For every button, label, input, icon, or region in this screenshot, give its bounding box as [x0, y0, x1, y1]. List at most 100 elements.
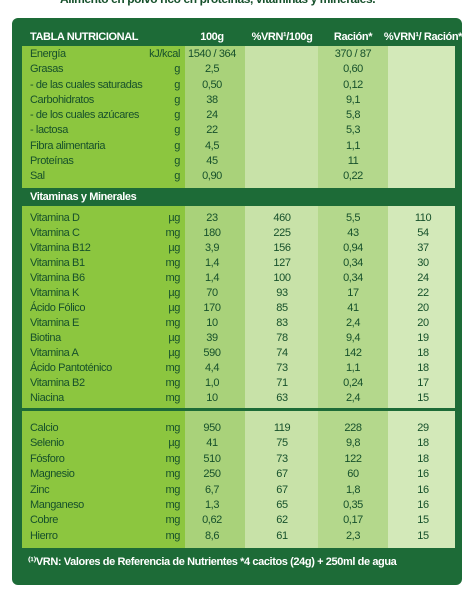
unit: µg: [168, 347, 180, 359]
cell: 8,6: [204, 529, 220, 542]
cell: 2,4: [345, 392, 361, 404]
cell: 460: [273, 212, 291, 224]
cell: 23: [206, 212, 218, 224]
cell: 78: [276, 332, 288, 344]
cell: 38: [206, 93, 218, 106]
row-label: - lactosa: [30, 124, 68, 137]
cell: 2,3: [345, 529, 361, 542]
row-label: Grasas: [30, 63, 64, 76]
cell: 370 / 87: [334, 48, 372, 60]
unit: µg: [168, 437, 180, 450]
row-label: Fibra alimentaria: [30, 139, 106, 152]
unit: µg: [168, 212, 180, 224]
cell: 24: [206, 109, 218, 121]
unit: mg: [165, 499, 181, 511]
cell: 0,17: [343, 514, 363, 527]
cell: 54: [417, 227, 429, 239]
cell: 16: [417, 483, 429, 496]
cell: 127: [273, 257, 291, 269]
section-band: [22, 188, 455, 206]
cell: 5,5: [345, 212, 361, 224]
subtitle: Alimento en polvo rico en proteínas, vit…: [60, 0, 376, 6]
cell: 17: [347, 287, 359, 299]
column-header: 100g: [200, 31, 224, 43]
column-header: %VRN¹/100g: [251, 31, 313, 43]
row-label: Manganeso: [30, 499, 84, 511]
unit: mg: [165, 392, 181, 404]
row-label: Carbohidratos: [30, 93, 94, 106]
cell: 20: [417, 317, 429, 329]
unit: mg: [165, 422, 181, 434]
cell: 41: [347, 302, 359, 314]
unit: g: [174, 154, 180, 167]
row-label: Vitamina B6: [30, 272, 85, 284]
row-label: Magnesio: [30, 468, 75, 481]
row-label: Fósforo: [30, 452, 65, 465]
row-label: Vitamina E: [30, 317, 79, 329]
cell: 1,1: [345, 362, 361, 374]
row-label: Sal: [30, 170, 45, 182]
cell: 74: [276, 347, 288, 359]
cell: 119: [273, 422, 291, 434]
unit: µg: [168, 332, 180, 344]
section-title: Vitaminas y Minerales: [30, 191, 137, 203]
cell: 122: [344, 452, 362, 465]
cell: 250: [203, 468, 221, 481]
cell: 20: [417, 302, 429, 314]
cell: 1,3: [204, 499, 220, 511]
row-label: Energía: [30, 48, 66, 60]
divider: [22, 408, 455, 411]
cell: 2,5: [204, 63, 220, 76]
cell: 18: [417, 437, 429, 450]
band: [185, 28, 245, 548]
cell: 100: [273, 272, 291, 284]
cell: 9,4: [345, 332, 361, 344]
row-label: Vitamina B1: [30, 257, 85, 269]
cell: 9,8: [345, 437, 361, 450]
cell: 5,3: [345, 124, 361, 137]
cell: 24: [417, 272, 429, 284]
unit: mg: [165, 317, 181, 329]
column-header: TABLA NUTRICIONAL: [30, 31, 139, 43]
cell: 1,8: [345, 483, 361, 496]
cell: 18: [417, 362, 429, 374]
cell: 1,0: [204, 377, 220, 389]
cell: 3,9: [204, 242, 220, 254]
row-label: Ácido Fólico: [30, 302, 86, 314]
cell: 142: [344, 347, 362, 359]
cell: 73: [276, 362, 288, 374]
unit: mg: [165, 514, 181, 527]
unit: g: [174, 124, 180, 137]
row-label: Biotina: [30, 332, 61, 344]
unit: µg: [168, 287, 180, 299]
row-label: Proteínas: [30, 154, 74, 167]
cell: 0,24: [343, 377, 363, 389]
cell: 10: [206, 392, 218, 404]
cell: 60: [347, 468, 359, 481]
row-label: Niacina: [30, 392, 64, 404]
row-label: Vitamina A: [30, 347, 79, 359]
cell: 93: [276, 287, 288, 299]
cell: 0,12: [343, 78, 363, 91]
cell: 228: [344, 422, 362, 434]
cell: 18: [417, 347, 429, 359]
cell: 67: [276, 483, 288, 496]
cell: 16: [417, 468, 429, 481]
footnote: ⁽¹⁾VRN: Valores de Referencia de Nutrien…: [28, 556, 397, 568]
row-label: Vitamina K: [30, 287, 79, 299]
cell: 43: [347, 227, 359, 239]
unit: mg: [165, 257, 181, 269]
row-label: Cobre: [30, 514, 58, 527]
cell: 4,5: [204, 139, 220, 152]
cell: 71: [276, 377, 288, 389]
cell: 0,90: [202, 170, 222, 182]
unit: g: [174, 170, 180, 182]
band: [22, 28, 185, 548]
cell: 510: [203, 452, 221, 465]
unit: kJ/kcal: [149, 48, 180, 60]
cell: 15: [417, 514, 429, 527]
footnote-band: [22, 548, 455, 576]
cell: 75: [276, 437, 288, 450]
unit: mg: [165, 483, 181, 496]
cell: 22: [417, 287, 429, 299]
